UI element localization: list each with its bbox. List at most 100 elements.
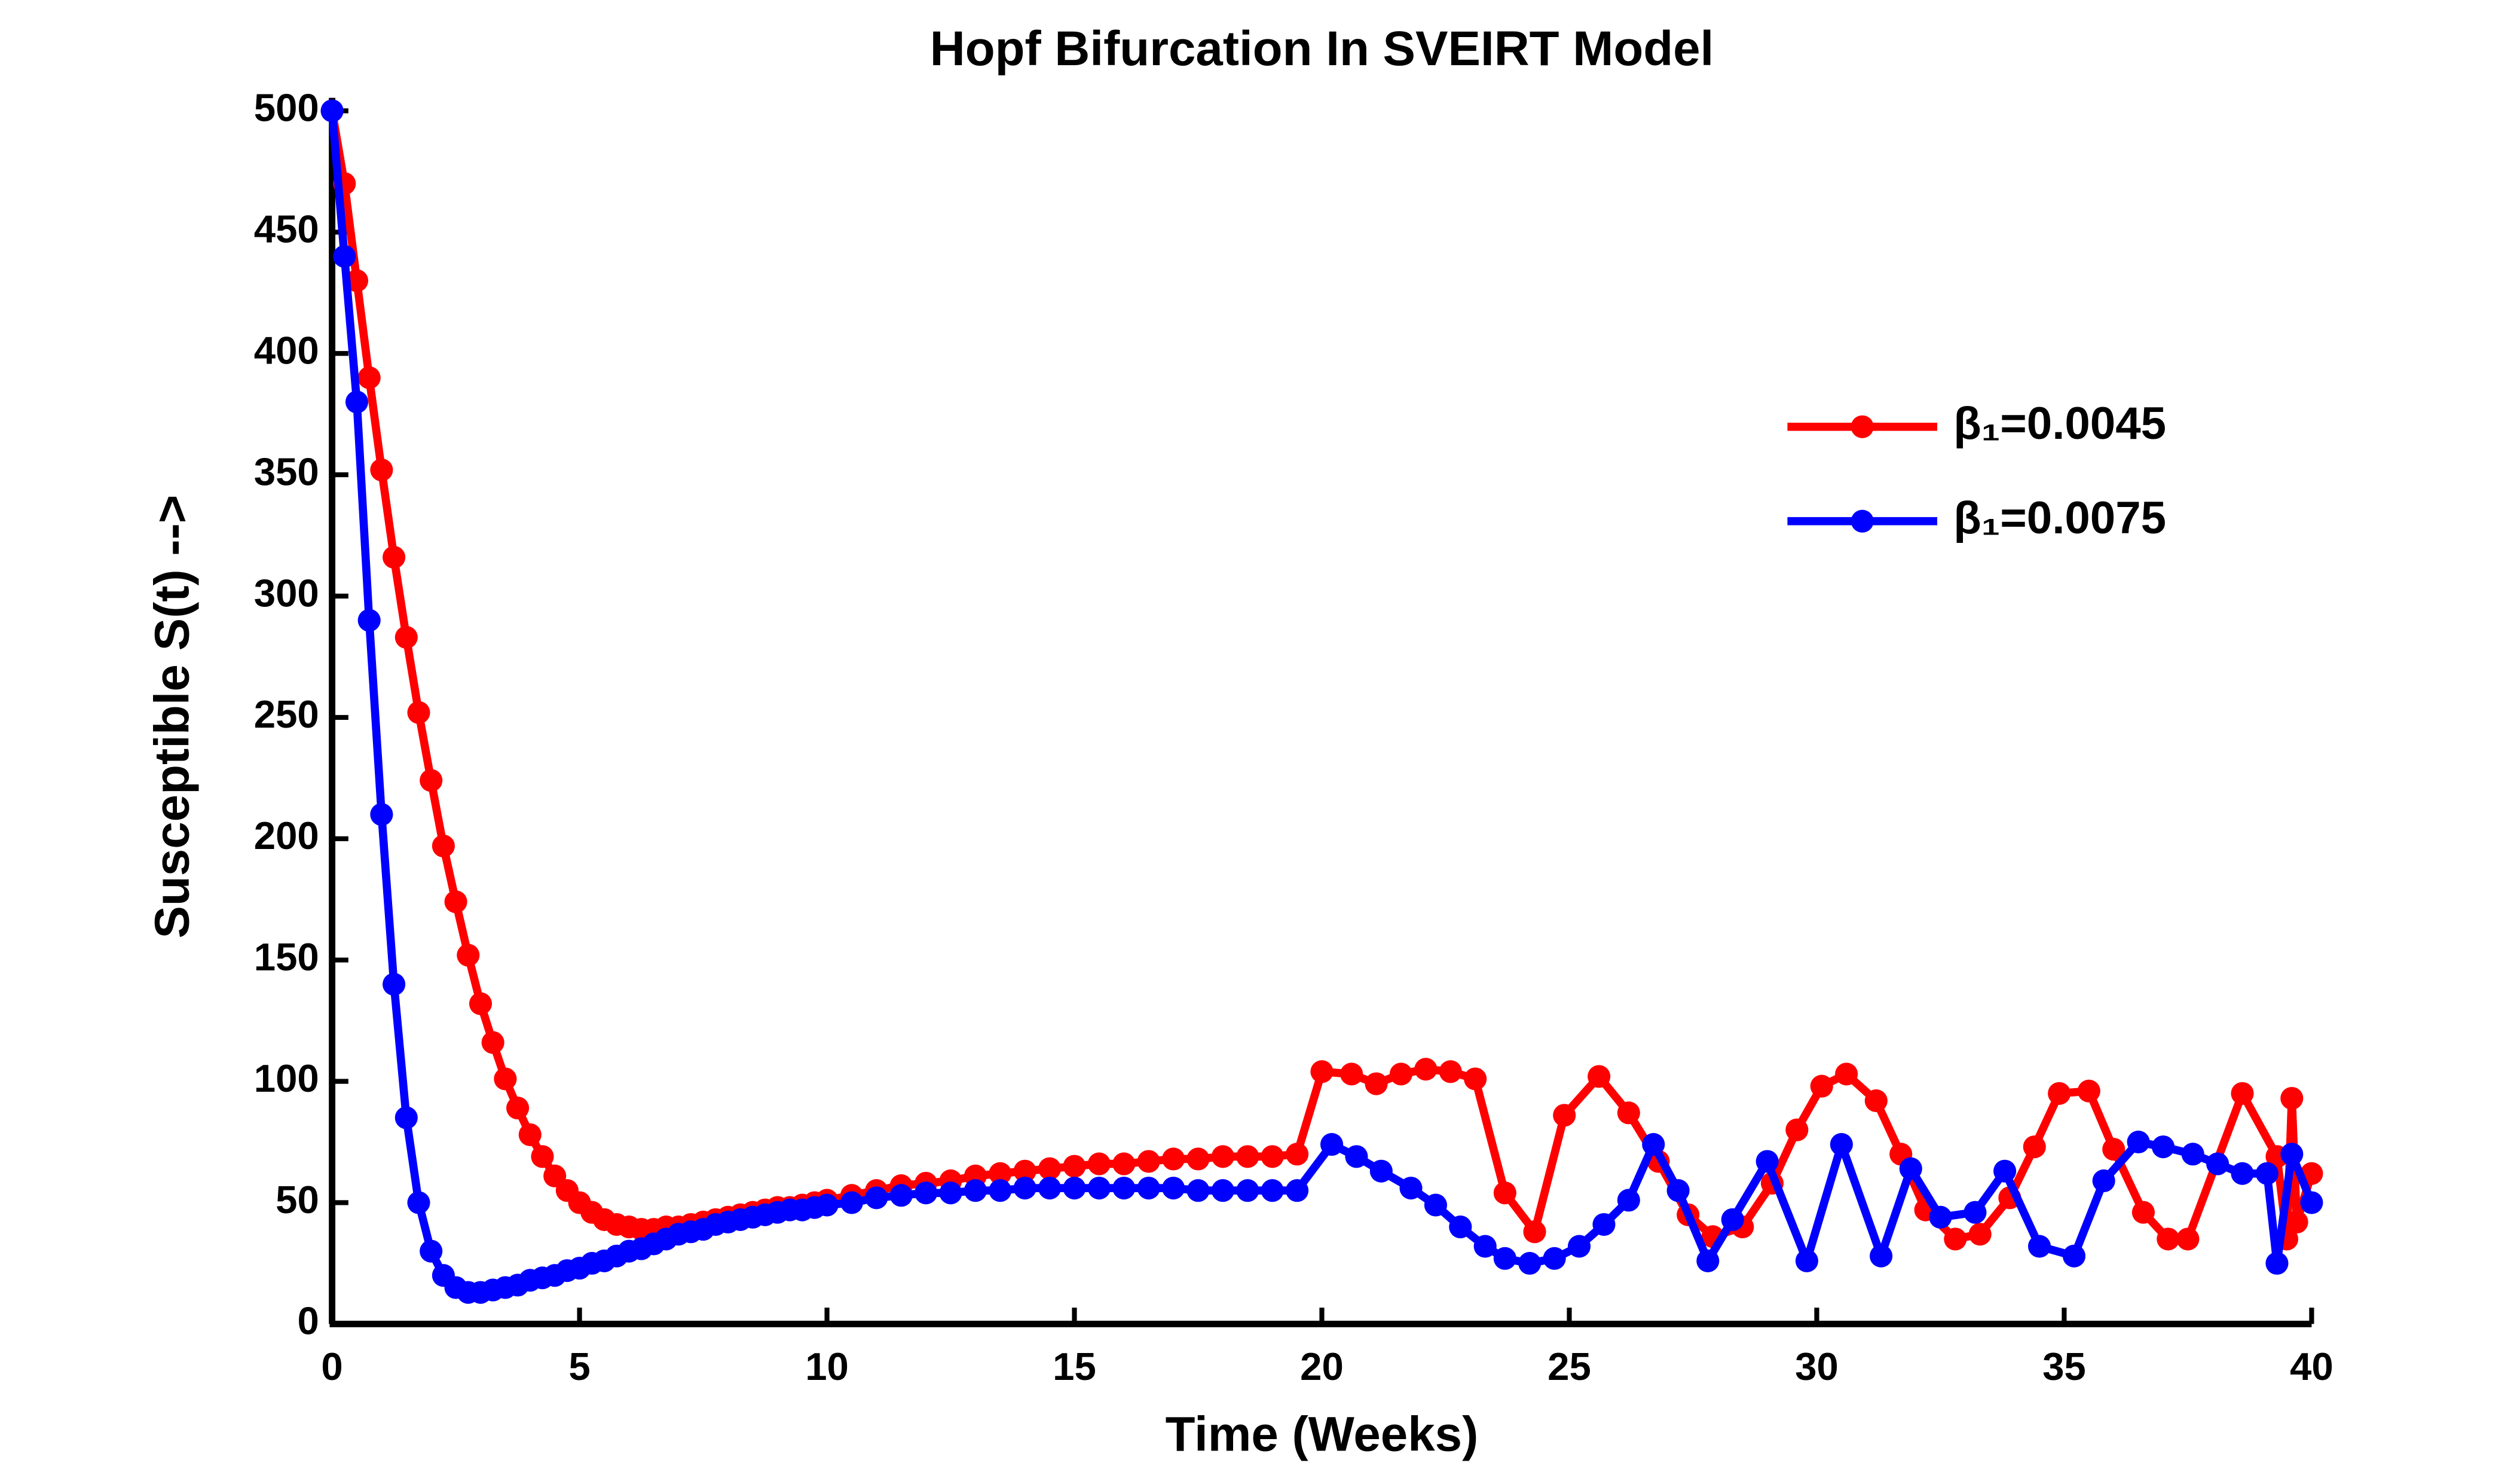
data-point bbox=[1830, 1133, 1853, 1156]
legend-marker bbox=[1851, 415, 1874, 438]
data-point bbox=[1835, 1062, 1858, 1086]
data-point bbox=[2300, 1191, 2323, 1214]
y-tick-label: 250 bbox=[254, 692, 319, 736]
y-tick-label: 0 bbox=[297, 1299, 319, 1343]
data-point bbox=[989, 1162, 1012, 1185]
data-point bbox=[1013, 1177, 1036, 1200]
data-point bbox=[1899, 1157, 1922, 1180]
data-point bbox=[407, 701, 430, 724]
data-point bbox=[1567, 1235, 1591, 1258]
data-point bbox=[345, 390, 369, 414]
data-point bbox=[420, 769, 443, 792]
data-point bbox=[1389, 1062, 1413, 1086]
data-point bbox=[1617, 1101, 1640, 1125]
data-point bbox=[1310, 1060, 1334, 1083]
data-point bbox=[1810, 1074, 1833, 1098]
data-point bbox=[2062, 1244, 2086, 1268]
data-point bbox=[989, 1179, 1012, 1202]
data-point bbox=[1592, 1213, 1616, 1236]
data-point bbox=[357, 366, 381, 389]
x-tick-label: 25 bbox=[1548, 1345, 1591, 1388]
y-tick-label: 500 bbox=[254, 86, 319, 130]
data-point bbox=[1588, 1065, 1611, 1088]
data-point bbox=[2265, 1251, 2289, 1275]
data-point bbox=[2231, 1162, 2254, 1185]
data-point bbox=[2255, 1162, 2279, 1185]
data-point bbox=[1473, 1235, 1497, 1258]
x-tick-label: 5 bbox=[568, 1345, 590, 1388]
data-point bbox=[420, 1239, 443, 1263]
y-tick-label: 200 bbox=[254, 814, 319, 857]
data-point bbox=[531, 1145, 554, 1168]
data-point bbox=[1964, 1201, 1987, 1224]
x-tick-label: 10 bbox=[805, 1345, 849, 1388]
y-tick-label: 300 bbox=[254, 571, 319, 615]
data-point bbox=[2231, 1082, 2254, 1105]
data-point bbox=[2023, 1135, 2046, 1159]
data-point bbox=[865, 1186, 888, 1210]
data-point bbox=[1087, 1177, 1111, 1200]
data-point bbox=[1137, 1177, 1160, 1200]
data-point bbox=[1112, 1177, 1136, 1200]
data-point bbox=[2151, 1135, 2175, 1159]
data-point bbox=[1063, 1155, 1086, 1178]
data-point bbox=[1968, 1223, 1992, 1246]
data-point bbox=[889, 1184, 913, 1207]
data-point bbox=[1320, 1133, 1344, 1156]
y-tick-label: 100 bbox=[254, 1056, 319, 1100]
data-point bbox=[444, 890, 467, 914]
data-point bbox=[1236, 1179, 1259, 1202]
y-axis-label: Susceptible S(t) --> bbox=[145, 494, 200, 938]
y-tick-label: 50 bbox=[276, 1178, 319, 1221]
data-point bbox=[1340, 1062, 1363, 1086]
x-tick-label: 15 bbox=[1053, 1345, 1096, 1388]
data-point bbox=[2077, 1079, 2100, 1102]
data-point bbox=[1137, 1150, 1160, 1173]
data-point bbox=[2285, 1210, 2308, 1234]
data-point bbox=[383, 973, 406, 996]
data-point bbox=[1721, 1208, 1744, 1231]
data-point bbox=[1365, 1072, 1388, 1095]
data-point bbox=[1993, 1159, 2017, 1183]
data-point bbox=[1261, 1145, 1284, 1168]
data-point bbox=[494, 1067, 517, 1091]
data-point bbox=[345, 269, 369, 292]
y-tick-label: 150 bbox=[254, 935, 319, 979]
data-point bbox=[1286, 1179, 1309, 1202]
x-tick-label: 0 bbox=[321, 1345, 342, 1388]
data-point bbox=[320, 99, 344, 123]
data-point bbox=[1399, 1177, 1423, 1200]
legend-label: β₁=0.0075 bbox=[1953, 493, 2166, 543]
data-point bbox=[964, 1179, 987, 1202]
data-point bbox=[518, 1123, 542, 1146]
data-point bbox=[2092, 1169, 2115, 1193]
data-point bbox=[1870, 1244, 1893, 1268]
data-point bbox=[1369, 1159, 1393, 1183]
data-point bbox=[1013, 1159, 1036, 1183]
data-point bbox=[1038, 1157, 1062, 1180]
y-tick-label: 450 bbox=[254, 207, 319, 251]
y-tick-label: 400 bbox=[254, 328, 319, 372]
data-point bbox=[1493, 1181, 1516, 1205]
data-point bbox=[1286, 1143, 1309, 1166]
data-point bbox=[1211, 1179, 1234, 1202]
data-point bbox=[1162, 1177, 1185, 1200]
legend-marker bbox=[1851, 509, 1874, 533]
data-point bbox=[383, 546, 406, 569]
data-point bbox=[1944, 1227, 1967, 1251]
data-point bbox=[1345, 1145, 1368, 1168]
data-point bbox=[1112, 1152, 1136, 1175]
data-point bbox=[1864, 1089, 1888, 1113]
data-point bbox=[2280, 1143, 2304, 1166]
data-point bbox=[1038, 1177, 1062, 1200]
data-point bbox=[1666, 1179, 1690, 1202]
x-axis-label: Time (Weeks) bbox=[1166, 1407, 1479, 1462]
data-point bbox=[1211, 1145, 1234, 1168]
data-point bbox=[1518, 1251, 1542, 1275]
data-point bbox=[407, 1191, 430, 1214]
data-point bbox=[915, 1181, 938, 1205]
data-point bbox=[506, 1097, 530, 1120]
x-tick-label: 20 bbox=[1300, 1345, 1344, 1388]
data-point bbox=[1424, 1193, 1447, 1217]
series-line bbox=[328, 110, 2316, 1297]
